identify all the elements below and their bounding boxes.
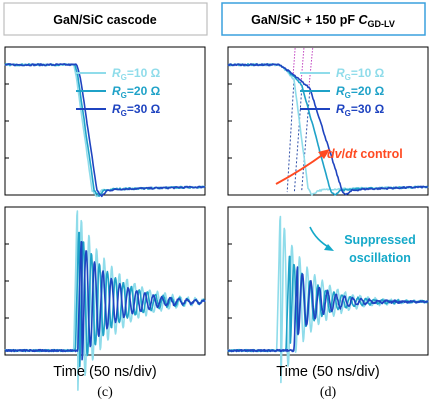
suppressed-label-line2: oscillation: [349, 251, 411, 265]
slope-guide-dotted: [292, 46, 296, 80]
header-right-box: [221, 2, 426, 36]
x-axis-label-d: Time (50 ns/div): [276, 364, 379, 380]
dvdt-arrow: [275, 152, 326, 185]
legend-text-rg30: RG=30 Ω: [112, 102, 161, 118]
legend-text-rg10: RG=10 Ω: [336, 66, 385, 82]
suppressed-label-line1: Suppressed: [344, 233, 416, 247]
legend-text-rg10: RG=10 Ω: [112, 66, 161, 82]
legend-text-rg20: RG=20 Ω: [112, 84, 161, 100]
panel-top-right-frame: [227, 46, 429, 196]
series-line-rg10: [4, 63, 206, 198]
slope-guide-dashed: [301, 88, 311, 193]
panel-top-left-frame: [4, 46, 206, 196]
caption-d: (d): [320, 385, 337, 400]
header-right: GaN/SiC + 150 pF CGD-LV: [221, 2, 426, 36]
legend-text-rg30: RG=30 Ω: [336, 102, 385, 118]
suppressed-arrow: [309, 226, 331, 249]
series-line-rg20: [4, 63, 205, 197]
panel-top-right: [227, 46, 429, 196]
series-line-rg30: [4, 63, 206, 198]
panel-bottom-right-frame: [227, 206, 429, 356]
header-right-title: GaN/SiC + 150 pF CGD-LV: [251, 13, 395, 29]
header-right-title-c: C: [358, 13, 368, 27]
panel-top-left: [4, 46, 206, 198]
dvdt-arrowhead: [318, 149, 330, 159]
slope-guide-dashed: [286, 79, 295, 193]
series-line-rg30: [4, 241, 206, 361]
annotation-dvdt: dv/dt control: [275, 147, 403, 185]
slope-guide-dashed: [293, 85, 303, 193]
dvdt-control-label: dv/dt control: [327, 147, 403, 161]
legend-top-left: RG=10 Ω RG=20 Ω RG=30 Ω: [76, 66, 161, 118]
annotation-suppressed: Suppressed oscillation: [309, 226, 416, 265]
series-line-rg10: [228, 63, 429, 196]
slope-guide-dotted: [308, 46, 314, 89]
header-left: GaN/SiC cascode: [3, 2, 208, 36]
header-right-title-sub: GD-LV: [368, 19, 395, 29]
header-left-box: [3, 2, 208, 36]
caption-c: (c): [97, 385, 113, 400]
slope-guide-dotted: [300, 46, 305, 86]
header-left-title: GaN/SiC cascode: [53, 13, 157, 27]
series-line-rg30: [227, 63, 429, 196]
suppressed-arrowhead: [324, 244, 334, 251]
panel-bottom-right: [227, 206, 429, 384]
series-line-rg20: [228, 63, 429, 196]
header-right-title-main: GaN/SiC + 150 pF: [251, 13, 358, 27]
panel-bottom-left: [4, 206, 206, 391]
legend-top-right: RG=10 Ω RG=20 Ω RG=30 Ω: [300, 66, 385, 118]
x-axis-label-c: Time (50 ns/div): [53, 364, 156, 380]
series-line-rg30: [227, 266, 429, 353]
legend-text-rg20: RG=20 Ω: [336, 84, 385, 100]
